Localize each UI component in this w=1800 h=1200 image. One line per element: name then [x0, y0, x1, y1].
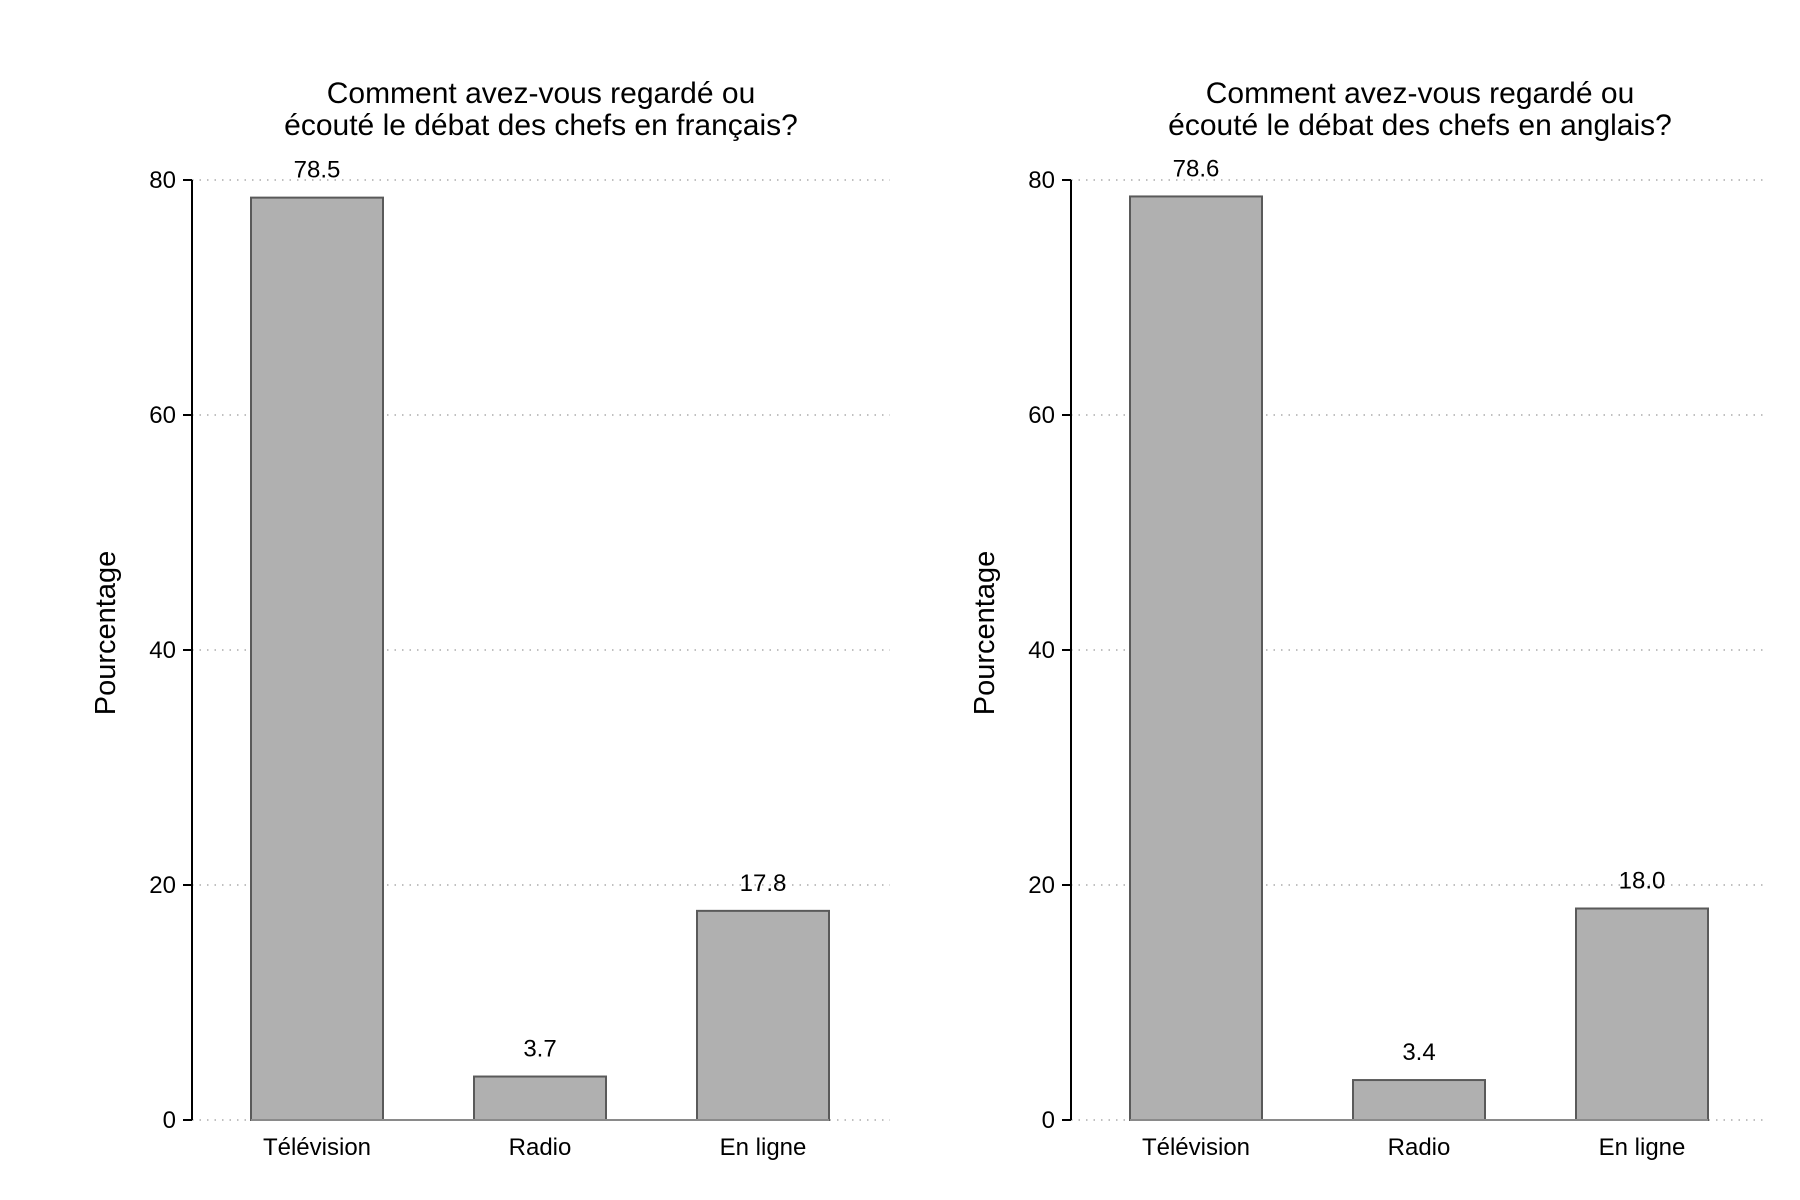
bar — [1352, 1079, 1486, 1122]
data-label: 3.4 — [1402, 1039, 1435, 1066]
x-tick-label: Radio — [509, 1134, 572, 1161]
x-axis-ticks: Télévision Radio En ligne — [263, 1134, 806, 1161]
chart-title-line1: Comment avez-vous regardé ou — [327, 77, 756, 110]
x-tick-label: Radio — [1388, 1134, 1451, 1161]
data-label: 18.0 — [1619, 868, 1666, 895]
bar — [250, 196, 384, 1121]
data-label: 3.7 — [523, 1036, 556, 1063]
chart-panel-english: Comment avez-vous regardé ou écouté le d… — [969, 77, 1768, 1161]
y-tick-label: 60 — [149, 402, 176, 429]
data-label: 17.8 — [740, 870, 787, 897]
bar — [1129, 195, 1263, 1121]
y-axis-ticks: 0 20 40 60 80 — [1028, 167, 1071, 1134]
bar — [696, 909, 830, 1121]
x-axis-ticks: Télévision Radio En ligne — [1142, 1134, 1685, 1161]
y-tick-label: 80 — [1028, 167, 1055, 194]
chart-title-line1: Comment avez-vous regardé ou — [1206, 77, 1635, 110]
data-label: 78.6 — [1173, 155, 1220, 182]
bar — [473, 1075, 607, 1122]
data-label: 78.5 — [294, 157, 341, 184]
x-tick-label: Télévision — [263, 1134, 371, 1161]
y-tick-label: 0 — [163, 1107, 176, 1134]
y-tick-label: 40 — [149, 637, 176, 664]
x-tick-label: En ligne — [720, 1134, 807, 1161]
bars — [250, 196, 830, 1122]
y-axis-label: Pourcentage — [90, 551, 122, 715]
y-tick-label: 40 — [1028, 637, 1055, 664]
data-labels: 78.5 3.7 17.8 — [294, 157, 787, 1063]
x-tick-label: En ligne — [1599, 1134, 1686, 1161]
chart-panel-french: Comment avez-vous regardé ou écouté le d… — [90, 77, 890, 1161]
y-tick-label: 20 — [149, 872, 176, 899]
x-tick-label: Télévision — [1142, 1134, 1250, 1161]
y-tick-label: 0 — [1042, 1107, 1055, 1134]
y-axis-label: Pourcentage — [969, 551, 1001, 715]
y-tick-label: 80 — [149, 167, 176, 194]
y-tick-label: 60 — [1028, 402, 1055, 429]
bars — [1129, 195, 1709, 1122]
y-tick-label: 20 — [1028, 872, 1055, 899]
data-labels: 78.6 3.4 18.0 — [1173, 155, 1666, 1066]
chart-title-line2: écouté le débat des chefs en français? — [284, 109, 798, 142]
bar — [1575, 907, 1709, 1121]
chart-title-line2: écouté le débat des chefs en anglais? — [1168, 109, 1672, 142]
y-axis-ticks: 0 20 40 60 80 — [149, 167, 192, 1134]
